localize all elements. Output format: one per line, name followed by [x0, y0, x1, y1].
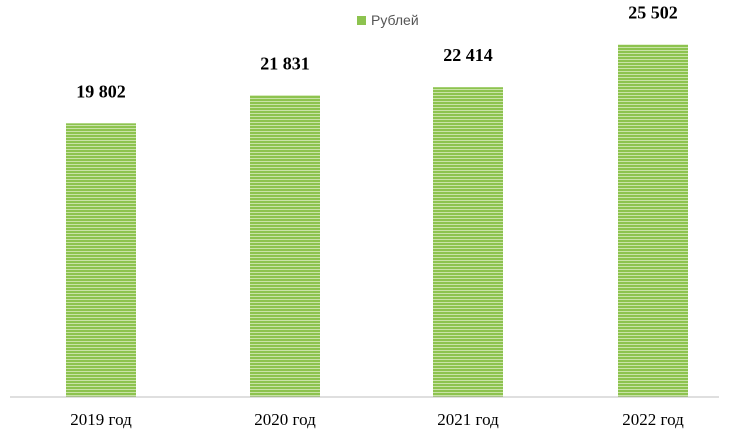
x-tick-label: 2022 год: [622, 410, 684, 429]
data-labels-group: 19 802 21 831 22 414 25 502: [76, 3, 678, 102]
x-tick-label: 2019 год: [70, 410, 132, 429]
bar-2020-год: [250, 95, 320, 397]
legend-swatch: [357, 15, 366, 25]
bar-2021-год: [433, 87, 503, 398]
bar-2019-год: [66, 123, 136, 397]
data-label: 21 831: [260, 53, 310, 73]
chart-legend: Рублей: [357, 10, 419, 30]
bar-2022-год: [618, 44, 688, 397]
x-tick-label: 2020 год: [254, 410, 316, 429]
x-tick-labels-group: 2019 год 2020 год 2021 год 2022 год: [70, 410, 684, 429]
x-tick-label: 2021 год: [437, 410, 499, 429]
data-label: 22 414: [443, 45, 493, 65]
data-label: 19 802: [76, 81, 126, 101]
bars-group: [66, 44, 688, 398]
legend-label: Рублей: [371, 12, 419, 28]
data-label: 25 502: [628, 3, 678, 23]
